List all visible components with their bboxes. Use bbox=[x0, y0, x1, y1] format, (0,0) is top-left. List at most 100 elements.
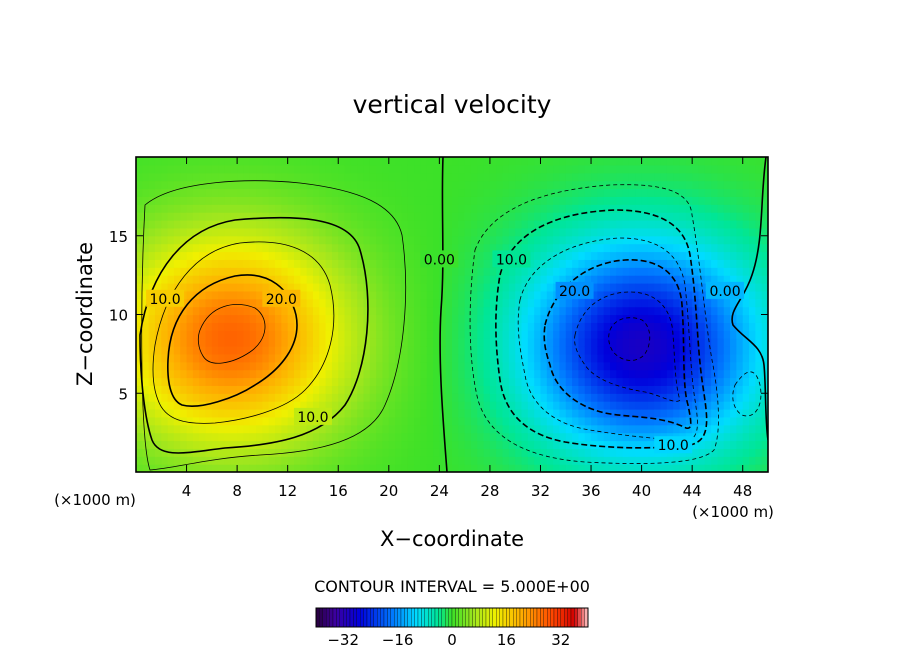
heatmap-cell bbox=[761, 275, 768, 284]
heatmap-cell bbox=[256, 361, 263, 371]
heatmap-cell bbox=[622, 180, 630, 190]
heatmap-cell bbox=[426, 212, 434, 221]
heatmap-cell bbox=[578, 330, 586, 339]
heatmap-cell bbox=[294, 346, 301, 355]
heatmap-cell bbox=[243, 393, 251, 402]
heatmap-cell bbox=[186, 283, 194, 292]
heatmap-cell bbox=[218, 227, 226, 237]
heatmap-cell bbox=[502, 440, 510, 449]
heatmap-cell bbox=[470, 353, 478, 363]
heatmap-cell bbox=[148, 188, 156, 197]
heatmap-cell bbox=[755, 188, 763, 197]
heatmap-cell bbox=[275, 172, 282, 182]
heatmap-cell bbox=[243, 409, 251, 418]
heatmap-cell bbox=[306, 275, 314, 284]
heatmap-cell bbox=[401, 385, 409, 394]
heatmap-cell bbox=[161, 330, 169, 339]
heatmap-cell bbox=[635, 180, 643, 190]
heatmap-cell bbox=[553, 235, 561, 245]
heatmap-cell bbox=[502, 180, 510, 190]
heatmap-cell bbox=[515, 188, 523, 197]
colorbar-segment bbox=[390, 607, 395, 628]
heatmap-cell bbox=[464, 196, 472, 205]
heatmap-cell bbox=[192, 164, 200, 174]
heatmap-cell bbox=[218, 220, 226, 229]
heatmap-cell bbox=[597, 440, 605, 449]
heatmap-cell bbox=[148, 322, 156, 331]
heatmap-cell bbox=[237, 338, 245, 347]
heatmap-cell bbox=[281, 227, 289, 237]
heatmap-cell bbox=[508, 464, 516, 472]
heatmap-cell bbox=[578, 243, 586, 253]
heatmap-cell bbox=[148, 275, 156, 284]
heatmap-cell bbox=[407, 409, 415, 418]
heatmap-cell bbox=[717, 346, 725, 355]
heatmap-cell bbox=[679, 353, 687, 363]
colorbar-segment bbox=[326, 607, 330, 628]
heatmap-cell bbox=[319, 180, 327, 190]
heatmap-cell bbox=[489, 180, 497, 190]
heatmap-cell bbox=[294, 464, 301, 472]
heatmap-cell bbox=[211, 235, 219, 245]
heatmap-cell bbox=[685, 377, 693, 386]
heatmap-cell bbox=[540, 322, 548, 331]
heatmap-cell bbox=[534, 330, 542, 339]
heatmap-cell bbox=[464, 251, 472, 260]
heatmap-cell bbox=[395, 432, 403, 442]
heatmap-cell bbox=[445, 401, 453, 410]
heatmap-cell bbox=[218, 298, 226, 308]
heatmap-cell bbox=[572, 440, 579, 449]
heatmap-cell bbox=[546, 322, 554, 331]
contour-label-bg bbox=[420, 250, 459, 268]
colorbar-segment bbox=[574, 607, 578, 628]
heatmap-cell bbox=[275, 188, 282, 197]
colorbar-segment bbox=[519, 607, 524, 628]
heatmap-cell bbox=[382, 172, 390, 182]
heatmap-cell bbox=[635, 267, 643, 276]
heatmap-cell bbox=[749, 196, 756, 205]
heatmap-cell bbox=[420, 448, 428, 457]
heatmap-cell bbox=[369, 298, 377, 308]
heatmap-cell bbox=[749, 346, 756, 355]
heatmap-cell bbox=[559, 180, 567, 190]
heatmap-cell bbox=[407, 243, 415, 253]
heatmap-cell bbox=[546, 314, 554, 323]
heatmap-cell bbox=[685, 283, 693, 292]
heatmap-cell bbox=[167, 369, 175, 379]
heatmap-cell bbox=[711, 432, 719, 442]
heatmap-cell bbox=[452, 314, 459, 323]
heatmap-cell bbox=[180, 369, 188, 379]
heatmap-cell bbox=[692, 401, 700, 410]
heatmap-cell bbox=[749, 306, 756, 316]
heatmap-cell bbox=[325, 306, 333, 316]
heatmap-cell bbox=[312, 164, 320, 174]
heatmap-cell bbox=[749, 353, 756, 363]
x-tick-label: 8 bbox=[232, 482, 242, 500]
heatmap-cell bbox=[489, 172, 497, 182]
heatmap-cell bbox=[407, 448, 415, 457]
heatmap-cell bbox=[148, 369, 156, 379]
heatmap-cell bbox=[654, 314, 662, 323]
heatmap-cell bbox=[218, 385, 226, 394]
heatmap-cell bbox=[237, 164, 245, 174]
heatmap-cell bbox=[237, 361, 245, 371]
heatmap-cell bbox=[439, 298, 447, 308]
heatmap-cell bbox=[635, 330, 643, 339]
heatmap-cell bbox=[192, 440, 200, 449]
heatmap-cell bbox=[647, 361, 655, 371]
heatmap-cell bbox=[154, 322, 162, 331]
heatmap-cell bbox=[458, 243, 466, 253]
heatmap-cell bbox=[761, 283, 768, 292]
heatmap-cell bbox=[154, 385, 162, 394]
heatmap-cell bbox=[742, 306, 750, 316]
heatmap-cell bbox=[584, 204, 592, 213]
heatmap-cell bbox=[369, 369, 377, 379]
heatmap-cell bbox=[300, 267, 308, 276]
heatmap-cell bbox=[243, 346, 251, 355]
heatmap-cell bbox=[218, 314, 226, 323]
heatmap-cell bbox=[692, 298, 700, 308]
heatmap-cell bbox=[698, 235, 706, 245]
heatmap-cell bbox=[698, 275, 706, 284]
heatmap-cell bbox=[730, 243, 737, 253]
heatmap-cell bbox=[142, 314, 150, 323]
